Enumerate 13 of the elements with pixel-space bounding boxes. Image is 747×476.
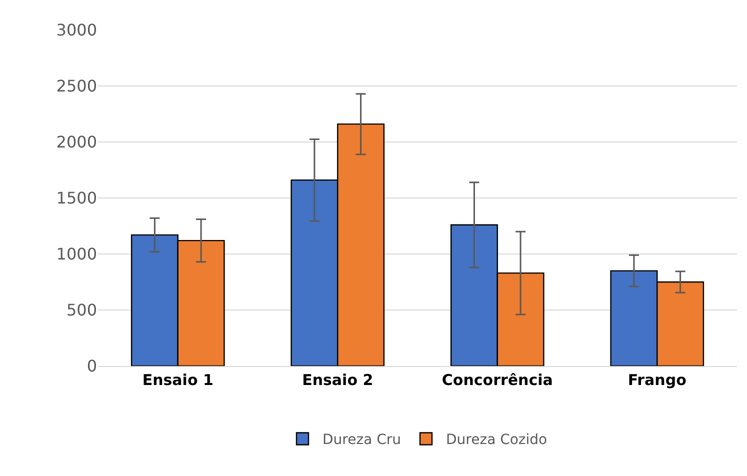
legend-label: Dureza Cozido <box>446 432 548 448</box>
y-tick-label: 1500 <box>56 188 97 208</box>
x-tick-label: Concorrência <box>442 371 553 389</box>
x-tick-label: Ensaio 1 <box>142 371 214 389</box>
y-tick-label: 2000 <box>56 132 97 152</box>
x-tick-label: Ensaio 2 <box>302 371 374 389</box>
y-tick-label: 2500 <box>56 76 97 96</box>
x-tick-label: Frango <box>628 371 686 389</box>
y-tick-label: 0 <box>86 356 97 376</box>
y-tick-label: 3000 <box>56 20 97 40</box>
y-tick-label: 1000 <box>56 244 97 264</box>
legend-label: Dureza Cru <box>322 432 401 448</box>
y-tick-label: 500 <box>66 300 97 320</box>
